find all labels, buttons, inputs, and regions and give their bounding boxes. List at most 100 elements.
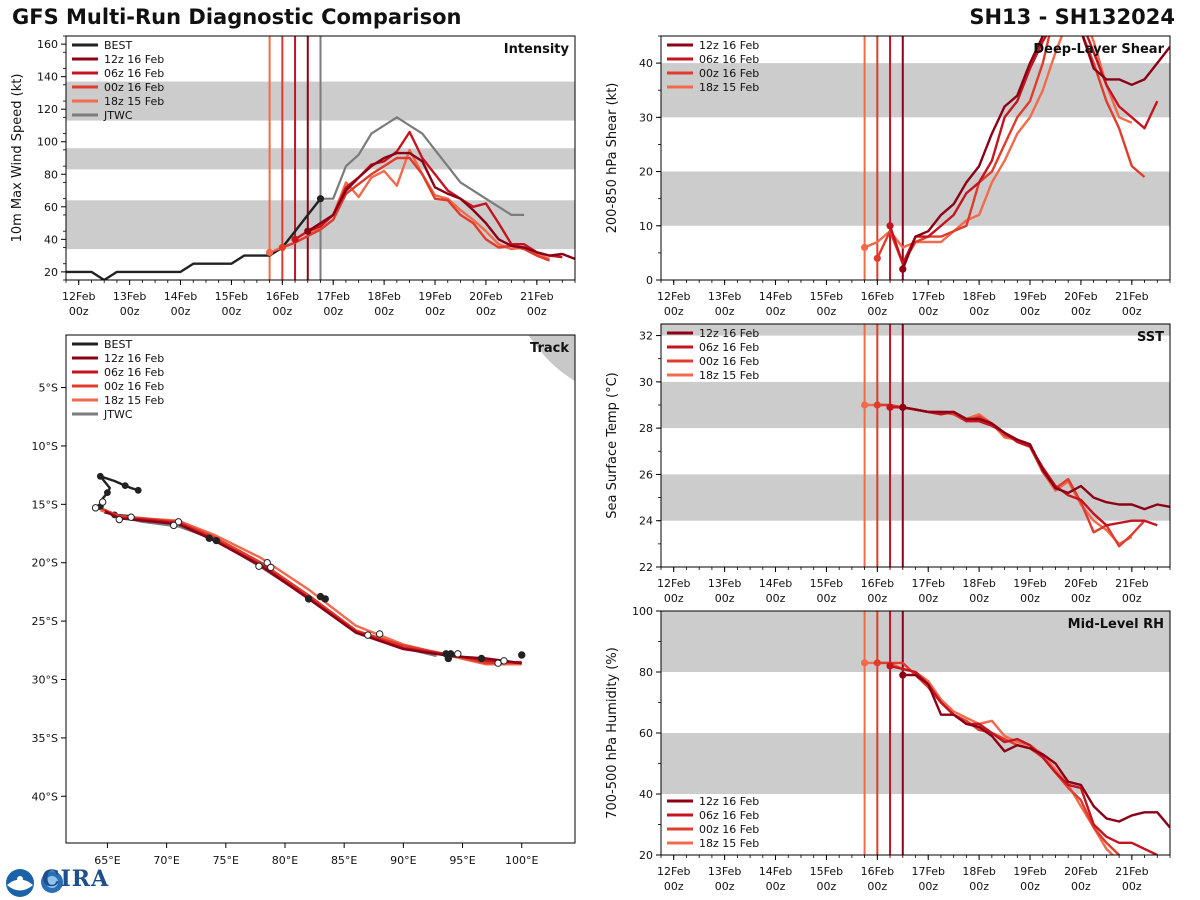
- x-tick-label-hour: 00z: [918, 592, 938, 605]
- y-tick-label: 140: [37, 71, 58, 84]
- x-tick-label-hour: 00z: [69, 305, 89, 318]
- x-tick-label-hour: 00z: [1020, 592, 1040, 605]
- chart-intensity: 20 40 60 80 100 120 140 160 12Feb 00z 13Feb 00z 14Fe…: [10, 35, 576, 318]
- y-tick-label: 20: [639, 849, 653, 862]
- x-tick-label-hour: 00z: [171, 305, 191, 318]
- x-tick-label-date: 13Feb: [113, 290, 146, 303]
- y-tick-label: 10: [639, 220, 653, 233]
- series-line-r06: [888, 36, 1159, 265]
- x-tick-label-hour: 00z: [817, 592, 837, 605]
- legend-label-r06: 06z 16 Feb: [699, 53, 759, 66]
- plot-area-track: [91, 335, 575, 667]
- x-tick-label-hour: 00z: [918, 880, 938, 893]
- legend-label-r06: 06z 16 Feb: [104, 366, 164, 379]
- series-start-marker-r18: [861, 659, 869, 667]
- x-tick-label-hour: 00z: [222, 305, 242, 318]
- x-tick-label-hour: 00z: [766, 305, 786, 318]
- x-tick-label-hour: 00z: [715, 592, 735, 605]
- x-tick-label-hour: 00z: [374, 305, 394, 318]
- x-tick-label-date: 12Feb: [657, 865, 690, 878]
- legend-label-r18: 18z 15 Feb: [699, 81, 759, 94]
- x-tick-label-hour: 00z: [1020, 305, 1040, 318]
- x-tick-label-date: 14Feb: [759, 290, 792, 303]
- y-tick-label: 20: [44, 266, 58, 279]
- x-tick-label-hour: 00z: [867, 880, 887, 893]
- y-tick-label: 30: [639, 111, 653, 124]
- legend-label-jtwc: JTWC: [103, 408, 133, 421]
- series-line-r00: [281, 156, 550, 262]
- x-tick-label-date: 17Feb: [911, 865, 944, 878]
- y-tick-label: 100: [632, 605, 653, 618]
- series-start-marker-r00: [278, 243, 286, 252]
- y-tick-label: 30: [639, 376, 653, 389]
- x-tick-label-date: 21Feb: [1115, 865, 1148, 878]
- y-tick-label: 28: [639, 422, 653, 435]
- chart-rh: 20 40 60 80 100 12Feb 00z 13Feb 00z 14Feb 00z 15Feb…: [605, 605, 1171, 893]
- series-line-jtwc: [124, 517, 437, 658]
- x-tick-label-hour: 00z: [664, 592, 684, 605]
- x-tick-label-date: 20Feb: [1064, 290, 1097, 303]
- series-line-r12: [902, 406, 1170, 511]
- x-tick-label-hour: 00z: [527, 305, 547, 318]
- x-tick-label-hour: 00z: [918, 305, 938, 318]
- track-position-marker: [255, 562, 263, 570]
- x-tick-label-hour: 00z: [664, 305, 684, 318]
- x-tick-label-hour: 00z: [1020, 880, 1040, 893]
- cira-logo-text: CIRA: [42, 866, 110, 892]
- x-tick-label-date: 19Feb: [1013, 290, 1046, 303]
- x-tick-label-hour: 00z: [969, 305, 989, 318]
- x-tick-label: 65°E: [94, 854, 120, 867]
- legend-label-r00: 00z 16 Feb: [104, 380, 164, 393]
- legend-label-jtwc: JTWC: [103, 109, 133, 122]
- y-tick-label: 60: [44, 201, 58, 214]
- x-tick-label-date: 20Feb: [469, 290, 502, 303]
- chart-shear: 0 10 20 30 40 12Feb 00z 13Feb 00z 14Feb 00z 15Feb 00…: [605, 35, 1171, 318]
- x-tick-label-date: 18Feb: [962, 290, 995, 303]
- shade-band: [661, 611, 1170, 672]
- x-tick-label-date: 12Feb: [657, 577, 690, 590]
- legend-label-r12: 12z 16 Feb: [104, 352, 164, 365]
- y-tick-label: 15°S: [32, 498, 58, 511]
- legend-label-r00: 00z 16 Feb: [104, 81, 164, 94]
- series-line-r12: [307, 151, 575, 261]
- series-line-r18: [864, 36, 1133, 249]
- x-tick-label-date: 16Feb: [861, 865, 894, 878]
- y-tick-label: 20°S: [32, 557, 58, 570]
- plot-frame: [65, 334, 576, 844]
- x-tick-label-date: 21Feb: [1115, 290, 1148, 303]
- chart-sst: 22 24 26 28 30 32 12Feb 00z 13Feb 00z 14Feb 00z 15Fe…: [605, 323, 1171, 605]
- x-tick-label-date: 18Feb: [367, 290, 400, 303]
- x-tick-label-date: 17Feb: [911, 577, 944, 590]
- y-tick-label: 35°S: [32, 732, 58, 745]
- x-tick-label-date: 21Feb: [520, 290, 553, 303]
- series-line-r00: [876, 36, 1146, 265]
- y-axis-label: 10m Max Wind Speed (kt): [10, 74, 25, 243]
- y-tick-label: 5°S: [39, 382, 58, 395]
- chart-track: 5°S 10°S 15°S 20°S 25°S 30°S 35°S 40°S 65°E 70°E 7…: [32, 334, 576, 867]
- x-tick-label-date: 17Feb: [911, 290, 944, 303]
- track-position-marker: [500, 657, 508, 665]
- series-start-marker-r18: [266, 248, 274, 256]
- legend-label-r00: 00z 16 Feb: [699, 67, 759, 80]
- shade-band: [661, 171, 1170, 226]
- x-tick-label-hour: 00z: [1071, 305, 1091, 318]
- series-line-r12: [902, 673, 1170, 829]
- track-position-marker: [477, 654, 486, 663]
- x-tick-label-date: 19Feb: [1013, 865, 1046, 878]
- x-tick-label-hour: 00z: [476, 305, 496, 318]
- panel-title: Intensity: [504, 42, 570, 57]
- y-axis-label: 700-500 hPa Humidity (%): [605, 647, 620, 819]
- x-tick-label: 70°E: [153, 854, 179, 867]
- y-tick-label: 120: [37, 103, 58, 116]
- y-tick-label: 40: [639, 788, 653, 801]
- track-position-marker: [96, 472, 104, 480]
- track-position-marker: [134, 486, 142, 494]
- track-position-marker: [304, 595, 313, 603]
- x-tick-label-date: 16Feb: [861, 290, 894, 303]
- plot-area-shear: [661, 36, 1170, 280]
- series-line-r00: [102, 507, 522, 665]
- series-start-marker-r06: [886, 222, 894, 230]
- x-tick-label-date: 13Feb: [708, 290, 741, 303]
- track-position-marker: [104, 489, 111, 497]
- series-line-jtwc: [320, 116, 525, 216]
